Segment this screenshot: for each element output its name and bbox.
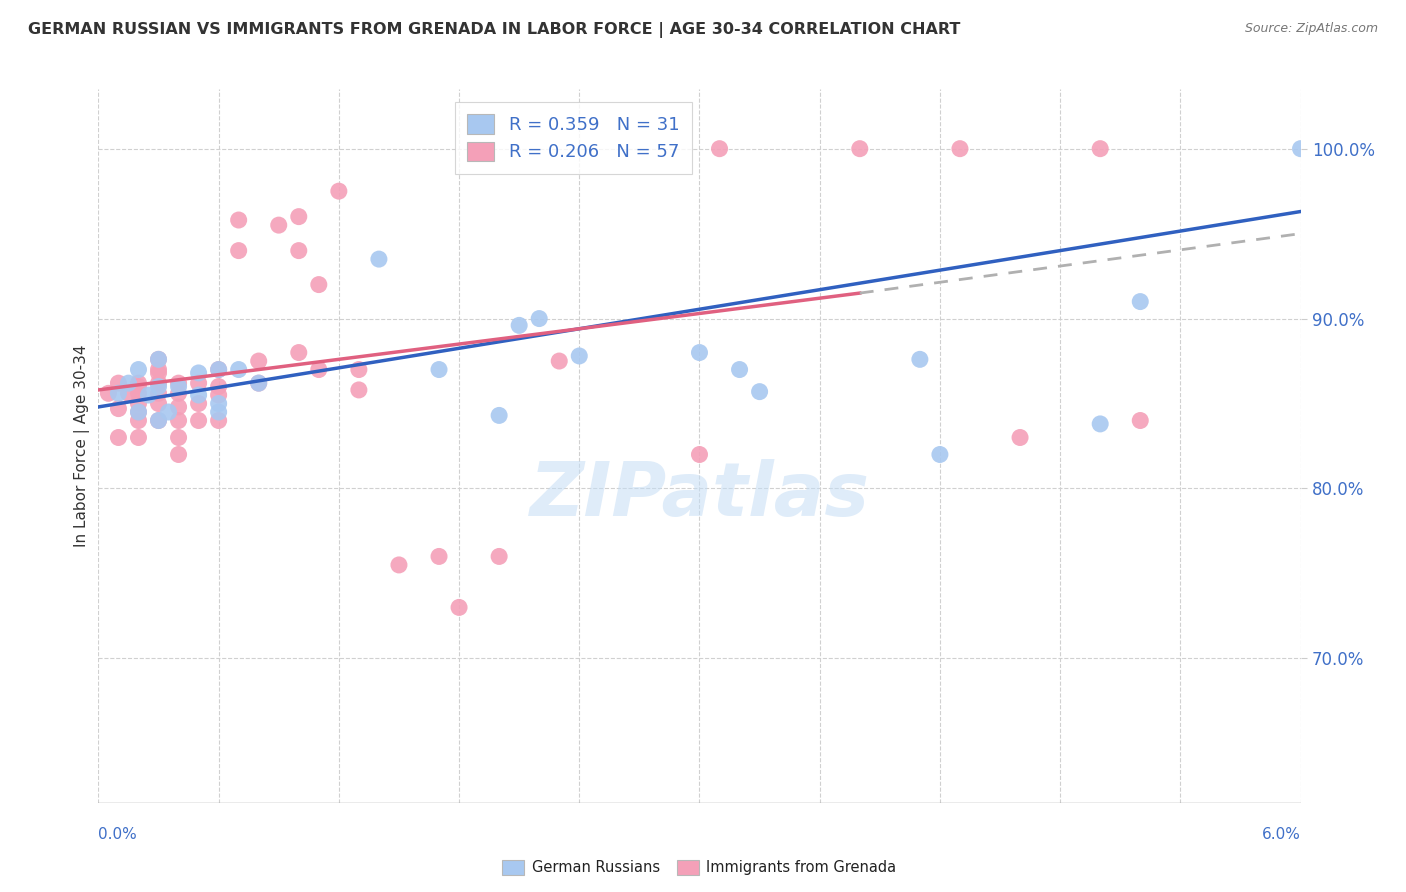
Point <box>1129 294 1152 309</box>
Point <box>447 600 470 615</box>
Point <box>148 386 170 401</box>
Point <box>148 396 170 410</box>
Point <box>148 366 170 380</box>
Point <box>107 430 129 444</box>
Point <box>288 345 311 359</box>
Point <box>228 213 250 227</box>
Point <box>508 318 530 333</box>
Point <box>167 376 190 391</box>
Point <box>208 396 231 410</box>
Point <box>128 413 150 427</box>
Point <box>288 244 311 258</box>
Point <box>148 362 170 376</box>
Point <box>128 405 150 419</box>
Y-axis label: In Labor Force | Age 30-34: In Labor Force | Age 30-34 <box>75 344 90 548</box>
Text: Source: ZipAtlas.com: Source: ZipAtlas.com <box>1244 22 1378 36</box>
Point <box>128 376 150 391</box>
Point <box>128 396 150 410</box>
Point <box>148 379 170 393</box>
Point <box>368 252 391 266</box>
Point <box>148 352 170 367</box>
Point <box>308 277 330 292</box>
Point <box>1010 430 1032 444</box>
Text: ZIPatlas: ZIPatlas <box>530 459 869 533</box>
Point <box>228 362 250 376</box>
Point <box>748 384 770 399</box>
Point <box>689 448 711 462</box>
Point <box>167 400 190 414</box>
Point <box>308 362 330 376</box>
Text: 6.0%: 6.0% <box>1261 827 1301 841</box>
Point <box>208 362 231 376</box>
Point <box>97 386 120 401</box>
Point <box>849 142 872 156</box>
Point <box>689 345 711 359</box>
Point <box>228 244 250 258</box>
Text: GERMAN RUSSIAN VS IMMIGRANTS FROM GRENADA IN LABOR FORCE | AGE 30-34 CORRELATION: GERMAN RUSSIAN VS IMMIGRANTS FROM GRENAD… <box>28 22 960 38</box>
Point <box>568 349 591 363</box>
Point <box>167 379 190 393</box>
Point <box>148 413 170 427</box>
Point <box>1090 142 1112 156</box>
Point <box>1289 142 1312 156</box>
Point <box>529 311 551 326</box>
Point <box>427 549 450 564</box>
Text: 0.0%: 0.0% <box>98 827 138 841</box>
Point <box>167 430 190 444</box>
Point <box>148 376 170 391</box>
Point <box>347 362 370 376</box>
Point <box>128 362 150 376</box>
Point <box>167 413 190 427</box>
Point <box>128 405 150 419</box>
Point <box>157 405 180 419</box>
Point <box>548 354 571 368</box>
Point <box>949 142 972 156</box>
Point <box>117 376 139 391</box>
Point <box>128 430 150 444</box>
Point <box>208 405 231 419</box>
Point <box>148 413 170 427</box>
Point <box>187 396 209 410</box>
Point <box>929 448 952 462</box>
Point <box>208 413 231 427</box>
Point <box>107 376 129 391</box>
Point <box>267 218 290 232</box>
Point <box>138 388 160 402</box>
Point <box>128 379 150 393</box>
Point <box>208 388 231 402</box>
Point <box>488 549 510 564</box>
Point <box>187 376 209 391</box>
Point <box>1090 417 1112 431</box>
Point <box>288 210 311 224</box>
Point <box>347 383 370 397</box>
Point <box>388 558 411 572</box>
Point <box>167 386 190 401</box>
Point <box>148 352 170 367</box>
Point <box>208 362 231 376</box>
Point <box>187 388 209 402</box>
Point <box>1129 413 1152 427</box>
Legend: German Russians, Immigrants from Grenada: German Russians, Immigrants from Grenada <box>496 854 903 881</box>
Point <box>187 413 209 427</box>
Point <box>208 379 231 393</box>
Point <box>247 376 270 391</box>
Point <box>107 401 129 416</box>
Point <box>107 386 129 401</box>
Point <box>187 366 209 380</box>
Point <box>728 362 751 376</box>
Point <box>488 409 510 423</box>
Point <box>427 362 450 376</box>
Point <box>247 354 270 368</box>
Point <box>709 142 731 156</box>
Point <box>128 386 150 401</box>
Point <box>167 448 190 462</box>
Point <box>328 184 350 198</box>
Point <box>247 376 270 391</box>
Point <box>117 386 139 401</box>
Point <box>908 352 931 367</box>
